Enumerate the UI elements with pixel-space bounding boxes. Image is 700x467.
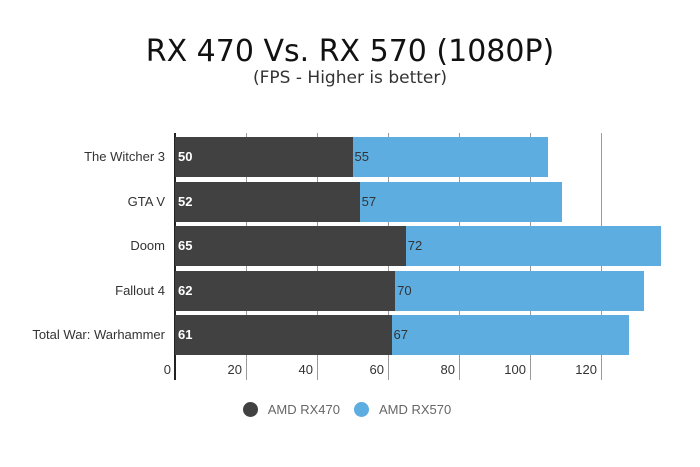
legend-item[interactable]: AMD RX570 [354,402,451,417]
bar-segment: 50 [175,137,353,177]
bar-row: 52 57 [175,181,562,222]
x-tick-label: 100 [504,362,526,377]
x-tick-label: 20 [227,362,242,377]
chart-subtitle: (FPS - Higher is better) [253,68,447,88]
x-tick-label: 40 [298,362,313,377]
x-tick-label: 120 [575,362,597,377]
data-label: 55 [354,149,369,164]
data-label: 57 [361,193,377,209]
category-label: The Witcher 3 [84,149,165,164]
bar-row: 50 55 [175,137,548,177]
bar-row: 62 70 [175,270,644,311]
category-label: Fallout 4 [115,282,165,298]
bar-segment: 52 [175,181,360,222]
bar-segment: 61 [175,315,392,355]
chart-title: RX 470 Vs. RX 570 (1080P) [145,34,555,69]
data-label: 62 [178,282,193,298]
legend: AMD RX470 AMD RX570 [0,402,700,417]
bar-segment: 55 [352,137,548,177]
x-tick-label: 80 [440,362,455,377]
data-label: 67 [393,327,409,342]
bar-row: 61 67 [175,315,630,355]
data-label: 61 [178,327,193,342]
bar-segment: 70 [395,270,644,311]
data-label: 65 [178,238,193,253]
legend-item[interactable]: AMD RX470 [242,402,340,417]
bar-segment: 67 [391,315,630,355]
x-tick-label: 60 [369,362,384,377]
bar-segment: 72 [405,226,662,266]
data-label: 70 [397,282,412,298]
legend-label: AMD RX470 [267,402,340,417]
bar-row: 65 72 [175,226,662,266]
x-tick-label: 0 [163,362,171,377]
category-label: GTA V [127,193,165,209]
category-label: Total War: Warhammer [32,327,165,342]
data-label: 52 [178,193,193,209]
legend-label: AMD RX570 [379,402,452,417]
data-label: 72 [407,238,423,253]
category-label: Doom [130,238,165,253]
legend-dot-icon [242,402,258,417]
data-label: 50 [178,149,193,164]
bar-segment: 57 [359,181,562,222]
bar-segment: 62 [175,270,396,311]
bar-segment: 65 [175,226,406,266]
legend-dot-icon [354,402,369,417]
